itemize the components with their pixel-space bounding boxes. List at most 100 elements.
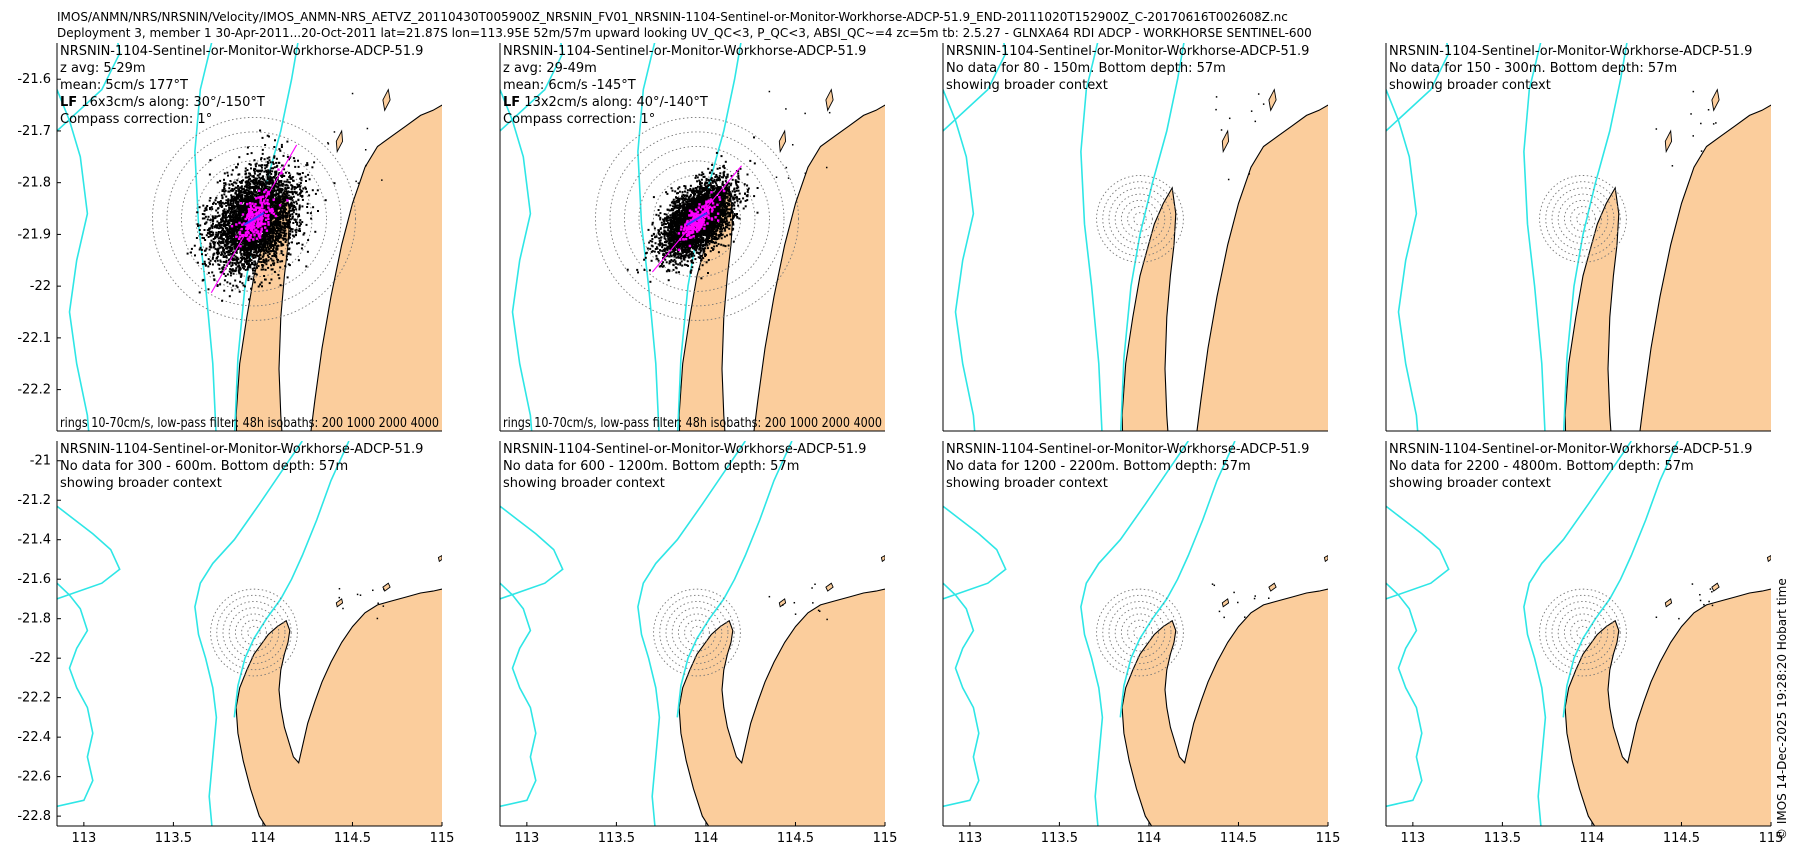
velocity-point [219,180,221,182]
velocity-point [223,210,225,212]
velocity-point [277,208,279,210]
reef-dot [805,173,807,175]
lowpass-point [235,223,237,225]
velocity-point [216,252,218,254]
velocity-point [278,241,280,243]
velocity-point [280,284,282,286]
velocity-point [279,212,281,214]
velocity-point [215,232,217,234]
velocity-point [271,170,273,172]
velocity-point [236,259,238,261]
velocity-point [281,146,283,148]
isobath-2000m [57,90,93,675]
velocity-point [251,152,253,154]
lowpass-point [238,222,240,224]
velocity-point [309,178,311,180]
velocity-point [245,237,247,239]
velocity-point [247,176,249,178]
velocity-point [288,176,290,178]
velocity-point [306,224,308,226]
island [336,131,342,152]
velocity-point [268,136,270,138]
velocity-point [271,227,273,229]
velocity-point [220,241,222,243]
velocity-point [241,180,243,182]
velocity-point [258,187,260,189]
velocity-point [245,167,247,169]
velocity-point [223,256,225,258]
velocity-point [267,242,269,244]
velocity-point [234,221,236,223]
lowpass-point [259,233,261,235]
velocity-point [274,271,276,273]
velocity-point [301,221,303,223]
velocity-point [206,221,208,223]
lowpass-point [286,199,288,201]
velocity-point [289,248,291,250]
velocity-point [225,199,227,201]
velocity-point [257,202,259,204]
velocity-point [217,201,219,203]
velocity-point [220,237,222,239]
velocity-point [235,245,237,247]
velocity-point [263,244,265,246]
velocity-point [209,243,211,245]
velocity-point [264,158,266,160]
velocity-point [274,254,276,256]
velocity-point [271,203,273,205]
velocity-point [288,252,290,254]
velocity-point [223,264,225,266]
velocity-point [229,235,231,237]
velocity-point [298,242,300,244]
velocity-point [233,230,235,232]
velocity-point [248,245,250,247]
velocity-point [260,182,262,184]
velocity-point [252,186,254,188]
velocity-point [293,157,295,159]
velocity-point [253,168,255,170]
velocity-point [224,208,226,210]
velocity-point [267,246,269,248]
velocity-point [210,234,212,236]
velocity-point [230,228,232,230]
velocity-point [226,281,228,283]
lowpass-point [264,214,266,216]
velocity-point [287,227,289,229]
velocity-point [307,239,309,241]
velocity-point [215,197,217,199]
panel-text-line: z avg: 5-29m [60,61,146,76]
velocity-point [227,244,229,246]
velocity-point [299,206,301,208]
velocity-point [284,230,286,232]
velocity-point [244,199,246,201]
velocity-point [313,161,315,163]
velocity-point [249,163,251,165]
velocity-point [284,197,286,199]
velocity-point [236,229,238,231]
velocity-point [224,233,226,235]
velocity-point [217,181,219,183]
velocity-point [296,224,298,226]
velocity-point [251,248,253,250]
velocity-point [226,257,228,259]
velocity-point [272,191,274,193]
velocity-point [221,206,223,208]
velocity-point [237,204,239,206]
velocity-point [230,274,232,276]
velocity-point [211,224,213,226]
velocity-point [243,253,245,255]
lowpass-point [231,225,233,227]
velocity-point [287,244,289,246]
velocity-point [217,260,219,262]
velocity-point [300,223,302,225]
velocity-point [247,194,249,196]
velocity-point [227,198,229,200]
velocity-point [247,182,249,184]
velocity-point [228,187,230,189]
velocity-point [203,237,205,239]
velocity-point [218,245,220,247]
velocity-point [254,247,256,249]
island [779,131,785,152]
y-tick-label: -21.8 [17,176,51,191]
velocity-point [281,198,283,200]
